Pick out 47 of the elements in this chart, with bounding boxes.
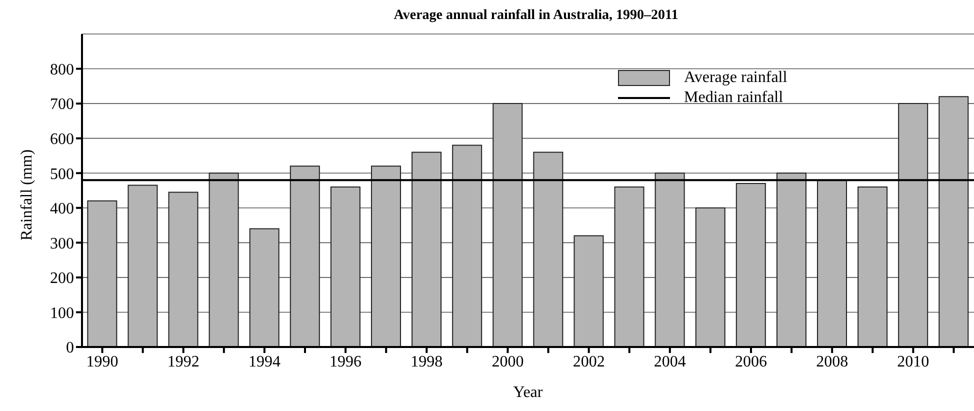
x-tick-label: 1994 xyxy=(248,353,280,370)
y-tick-label: 600 xyxy=(50,131,74,148)
x-tick-label: 1992 xyxy=(167,353,200,370)
x-tick-label: 2010 xyxy=(897,353,930,370)
y-tick-label: 500 xyxy=(50,166,74,183)
chart-title: Average annual rainfall in Australia, 1990–2011 xyxy=(392,8,680,24)
bar xyxy=(330,186,360,347)
y-tick-label: 200 xyxy=(50,270,74,288)
bar xyxy=(452,144,482,347)
x-tick-label: 1998 xyxy=(410,353,443,370)
y-tick-label: 0 xyxy=(66,340,74,357)
x-axis-title: Year xyxy=(513,384,544,401)
x-tick-label: 2006 xyxy=(735,353,767,370)
bar xyxy=(574,235,604,347)
bar xyxy=(736,183,766,347)
bar xyxy=(816,180,847,347)
x-tick-label: 1990 xyxy=(86,353,118,370)
bar xyxy=(128,184,158,347)
bar xyxy=(776,172,806,347)
y-tick-label: 400 xyxy=(50,200,74,218)
y-tick-label: 800 xyxy=(50,61,74,78)
bar xyxy=(290,166,320,347)
bar xyxy=(614,186,644,347)
legend-label: Average rainfall xyxy=(684,68,788,88)
y-axis-title: Rainfall (mm) xyxy=(18,149,36,240)
x-tick-label: 2002 xyxy=(572,353,605,370)
bar xyxy=(938,96,969,347)
bar xyxy=(492,103,523,347)
bar xyxy=(533,152,564,347)
bar xyxy=(898,103,928,347)
bar xyxy=(412,152,442,347)
bar xyxy=(87,200,118,347)
bar xyxy=(208,172,239,347)
x-tick-label: 1996 xyxy=(330,353,362,370)
x-tick-label: 2008 xyxy=(816,353,848,370)
y-tick-label: 300 xyxy=(50,235,74,252)
bar xyxy=(370,166,401,347)
bar xyxy=(858,186,888,347)
bar xyxy=(168,192,198,347)
y-tick-label: 700 xyxy=(50,96,74,114)
bar xyxy=(695,207,726,347)
legend-label: Median rainfall xyxy=(684,88,784,108)
x-tick-label: 2004 xyxy=(654,353,686,370)
y-tick-label: 100 xyxy=(50,304,74,322)
bar xyxy=(249,228,280,347)
bar xyxy=(654,172,685,347)
x-tick-label: 2000 xyxy=(492,353,524,370)
